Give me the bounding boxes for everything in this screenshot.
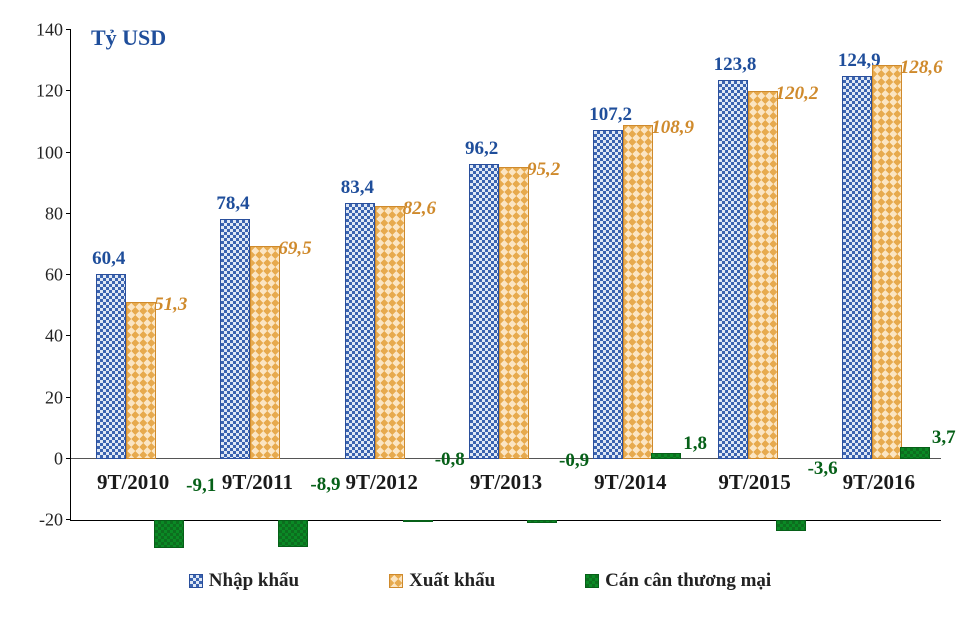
value-label: 96,2 xyxy=(465,138,498,160)
plot-area: Tỷ USD -200204060801001201409T/201060,45… xyxy=(70,30,941,521)
value-label: 1,8 xyxy=(683,433,707,455)
y-tick-label: 0 xyxy=(13,448,71,469)
x-tick-label: 9T/2014 xyxy=(594,470,666,495)
swatch-import xyxy=(189,574,203,588)
y-tick-label: 120 xyxy=(13,81,71,102)
legend-label-import: Nhập khẩu xyxy=(209,570,299,592)
bar-balance xyxy=(651,453,681,459)
y-tick-label: 100 xyxy=(13,142,71,163)
y-tick-label: 80 xyxy=(13,203,71,224)
bar-import xyxy=(96,274,126,459)
bar-balance xyxy=(527,520,557,523)
bar-import xyxy=(842,76,872,459)
bar-export xyxy=(250,246,280,459)
value-label: 69,5 xyxy=(278,238,311,260)
bar-import xyxy=(345,203,375,458)
bar-balance xyxy=(278,520,308,547)
bar-balance xyxy=(154,520,184,548)
x-tick-label: 9T/2015 xyxy=(718,470,790,495)
legend: Nhập khẩu Xuất khẩu Cán cân thương mại xyxy=(0,570,960,592)
bar-export xyxy=(872,65,902,459)
bar-import xyxy=(718,80,748,459)
x-tick-label: 9T/2016 xyxy=(843,470,915,495)
legend-label-export: Xuất khẩu xyxy=(409,570,495,592)
y-tick-label: 20 xyxy=(13,387,71,408)
value-label: -8,9 xyxy=(310,474,340,496)
y-tick-label: 60 xyxy=(13,265,71,286)
value-label: 82,6 xyxy=(403,198,436,220)
value-label: -0,9 xyxy=(559,450,589,472)
bar-export xyxy=(499,167,529,459)
y-tick-label: 140 xyxy=(13,20,71,41)
swatch-export xyxy=(389,574,403,588)
value-label: 120,2 xyxy=(776,83,819,105)
bar-balance xyxy=(776,520,806,531)
value-label: 123,8 xyxy=(714,54,757,76)
value-label: 51,3 xyxy=(154,294,187,316)
value-label: -9,1 xyxy=(186,475,216,497)
bar-import xyxy=(220,219,250,459)
value-label: 83,4 xyxy=(341,177,374,199)
y-tick-label: 40 xyxy=(13,326,71,347)
legend-label-balance: Cán cân thương mại xyxy=(605,570,771,592)
value-label: 128,6 xyxy=(900,57,943,79)
value-label: 78,4 xyxy=(216,193,249,215)
value-label: -3,6 xyxy=(808,458,838,480)
value-label: 60,4 xyxy=(92,248,125,270)
bar-import xyxy=(593,130,623,458)
legend-item-import: Nhập khẩu xyxy=(189,570,299,592)
bar-export xyxy=(126,302,156,459)
value-label: 107,2 xyxy=(589,104,632,126)
bar-export xyxy=(748,91,778,459)
value-label: 108,9 xyxy=(651,117,694,139)
y-tick-label: -20 xyxy=(13,510,71,531)
value-label: 3,7 xyxy=(932,427,956,449)
legend-item-export: Xuất khẩu xyxy=(389,570,495,592)
bar-balance xyxy=(900,447,930,458)
bar-export xyxy=(375,206,405,459)
value-label: 95,2 xyxy=(527,159,560,181)
bar-import xyxy=(469,164,499,459)
bar-balance xyxy=(403,520,433,522)
value-label: -0,8 xyxy=(435,449,465,471)
swatch-balance xyxy=(585,574,599,588)
x-tick-label: 9T/2013 xyxy=(470,470,542,495)
trade-chart: Tỷ USD -20 0 20 40 60 80 100 120 140 9T/2010 60,4 5… xyxy=(0,0,960,618)
x-tick-label: 9T/2011 xyxy=(222,470,293,495)
y-axis-title: Tỷ USD xyxy=(91,25,166,51)
bar-export xyxy=(623,125,653,459)
x-tick-label: 9T/2010 xyxy=(97,470,169,495)
x-tick-label: 9T/2012 xyxy=(346,470,418,495)
legend-item-balance: Cán cân thương mại xyxy=(585,570,771,592)
